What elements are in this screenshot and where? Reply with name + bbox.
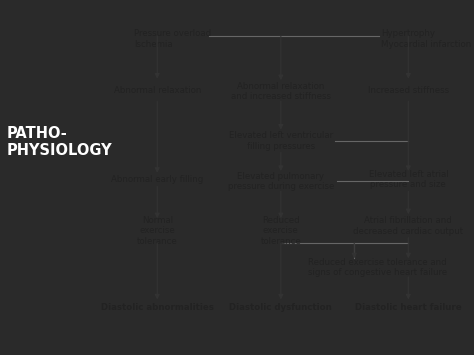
Text: Atrial fibrillation and
decreased cardiac output: Atrial fibrillation and decreased cardia…: [353, 216, 464, 236]
Text: Reduced exercise tolerance and
signs of congestive heart failure: Reduced exercise tolerance and signs of …: [308, 258, 447, 277]
Text: Diastolic abnormalities: Diastolic abnormalities: [101, 303, 214, 312]
Text: Diastolic heart failure: Diastolic heart failure: [355, 303, 462, 312]
Text: Hypertrophy
Myocardial infarction: Hypertrophy Myocardial infarction: [381, 29, 472, 49]
Text: Elevated left atrial
pressure and size: Elevated left atrial pressure and size: [368, 170, 448, 189]
Text: Increased stiffness: Increased stiffness: [368, 86, 449, 94]
Text: Pressure overload
Ischemia: Pressure overload Ischemia: [134, 29, 211, 49]
Text: Normal
exercise
tolerance: Normal exercise tolerance: [137, 216, 178, 246]
Text: Abnormal early filling: Abnormal early filling: [111, 175, 203, 184]
Text: Abnormal relaxation: Abnormal relaxation: [114, 86, 201, 94]
Text: Diastolic dysfunction: Diastolic dysfunction: [229, 303, 332, 312]
Text: Elevated left ventricular
filling pressures: Elevated left ventricular filling pressu…: [229, 131, 333, 151]
Text: PATHO-
PHYSIOLOGY: PATHO- PHYSIOLOGY: [7, 126, 113, 158]
Text: Elevated pulmonary
pressure during exercise: Elevated pulmonary pressure during exerc…: [228, 171, 334, 191]
Text: Reduced
exercise
tolerance: Reduced exercise tolerance: [261, 216, 301, 246]
Text: Abnormal relaxation
and increased stiffness: Abnormal relaxation and increased stiffn…: [231, 82, 331, 101]
